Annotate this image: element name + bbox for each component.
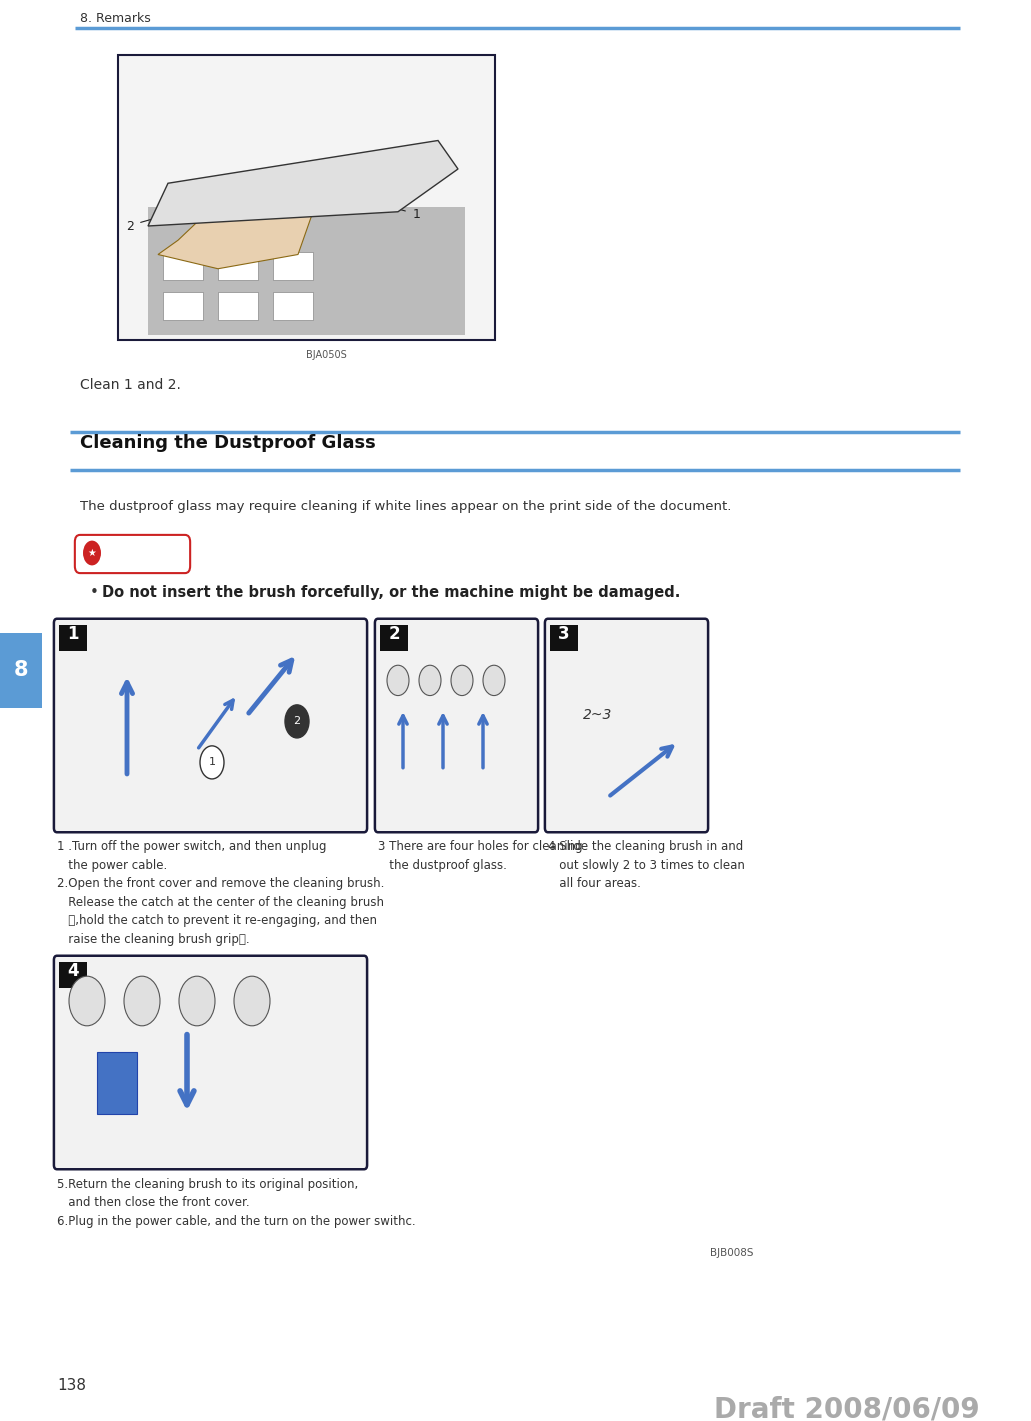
Text: 3 There are four holes for cleaning
   the dustproof glass.: 3 There are four holes for cleaning the … — [378, 840, 583, 871]
Text: 138: 138 — [57, 1378, 86, 1393]
FancyBboxPatch shape — [163, 291, 203, 320]
Circle shape — [84, 540, 101, 566]
FancyBboxPatch shape — [75, 534, 190, 573]
Text: 2: 2 — [294, 716, 301, 726]
Polygon shape — [158, 169, 318, 269]
Circle shape — [419, 665, 441, 695]
Text: Cleaning the Dustproof Glass: Cleaning the Dustproof Glass — [80, 433, 375, 452]
FancyBboxPatch shape — [380, 625, 408, 651]
Text: 1: 1 — [413, 207, 421, 222]
Text: 1: 1 — [208, 757, 215, 767]
Circle shape — [200, 746, 224, 779]
FancyBboxPatch shape — [545, 618, 708, 833]
Circle shape — [124, 976, 160, 1026]
Text: ★: ★ — [88, 549, 96, 558]
Text: 1 .Turn off the power switch, and then unplug
   the power cable.
2.Open the fro: 1 .Turn off the power switch, and then u… — [57, 840, 385, 945]
Text: 8. Remarks: 8. Remarks — [80, 11, 151, 26]
Text: 2: 2 — [389, 625, 400, 642]
Circle shape — [179, 976, 215, 1026]
Text: •: • — [90, 585, 99, 600]
Text: 1: 1 — [67, 625, 78, 642]
FancyBboxPatch shape — [163, 252, 203, 280]
Text: 4 Slide the cleaning brush in and
   out slowly 2 to 3 times to clean
   all fou: 4 Slide the cleaning brush in and out sl… — [548, 840, 744, 890]
FancyBboxPatch shape — [54, 956, 367, 1169]
Text: The dustproof glass may require cleaning if white lines appear on the print side: The dustproof glass may require cleaning… — [80, 500, 731, 513]
Polygon shape — [97, 1052, 137, 1114]
Circle shape — [69, 976, 105, 1026]
Text: 8: 8 — [13, 659, 28, 681]
Text: 5.Return the cleaning brush to its original position,
   and then close the fron: 5.Return the cleaning brush to its origi… — [57, 1178, 415, 1228]
FancyBboxPatch shape — [59, 962, 87, 988]
FancyBboxPatch shape — [273, 291, 313, 320]
Circle shape — [285, 705, 309, 737]
FancyBboxPatch shape — [118, 55, 495, 340]
FancyBboxPatch shape — [273, 252, 313, 280]
Text: 3: 3 — [558, 625, 570, 642]
Text: 4: 4 — [67, 962, 78, 980]
Text: Do not insert the brush forcefully, or the machine might be damaged.: Do not insert the brush forcefully, or t… — [102, 585, 680, 600]
Circle shape — [451, 665, 473, 695]
Text: 2: 2 — [126, 219, 134, 233]
FancyBboxPatch shape — [218, 291, 258, 320]
FancyBboxPatch shape — [59, 625, 87, 651]
FancyBboxPatch shape — [54, 618, 367, 833]
Circle shape — [483, 665, 505, 695]
FancyBboxPatch shape — [148, 206, 465, 335]
Text: BJB008S: BJB008S — [710, 1248, 754, 1258]
FancyBboxPatch shape — [0, 632, 42, 708]
Circle shape — [387, 665, 409, 695]
Text: BJA050S: BJA050S — [306, 350, 346, 360]
Text: 2~3: 2~3 — [583, 708, 612, 722]
Text: Clean 1 and 2.: Clean 1 and 2. — [80, 378, 180, 392]
FancyBboxPatch shape — [218, 252, 258, 280]
Circle shape — [234, 976, 270, 1026]
FancyBboxPatch shape — [550, 625, 578, 651]
Text: Draft 2008/06/09: Draft 2008/06/09 — [714, 1395, 980, 1421]
Text: Important: Important — [104, 547, 174, 560]
Polygon shape — [148, 141, 458, 226]
FancyBboxPatch shape — [375, 618, 538, 833]
